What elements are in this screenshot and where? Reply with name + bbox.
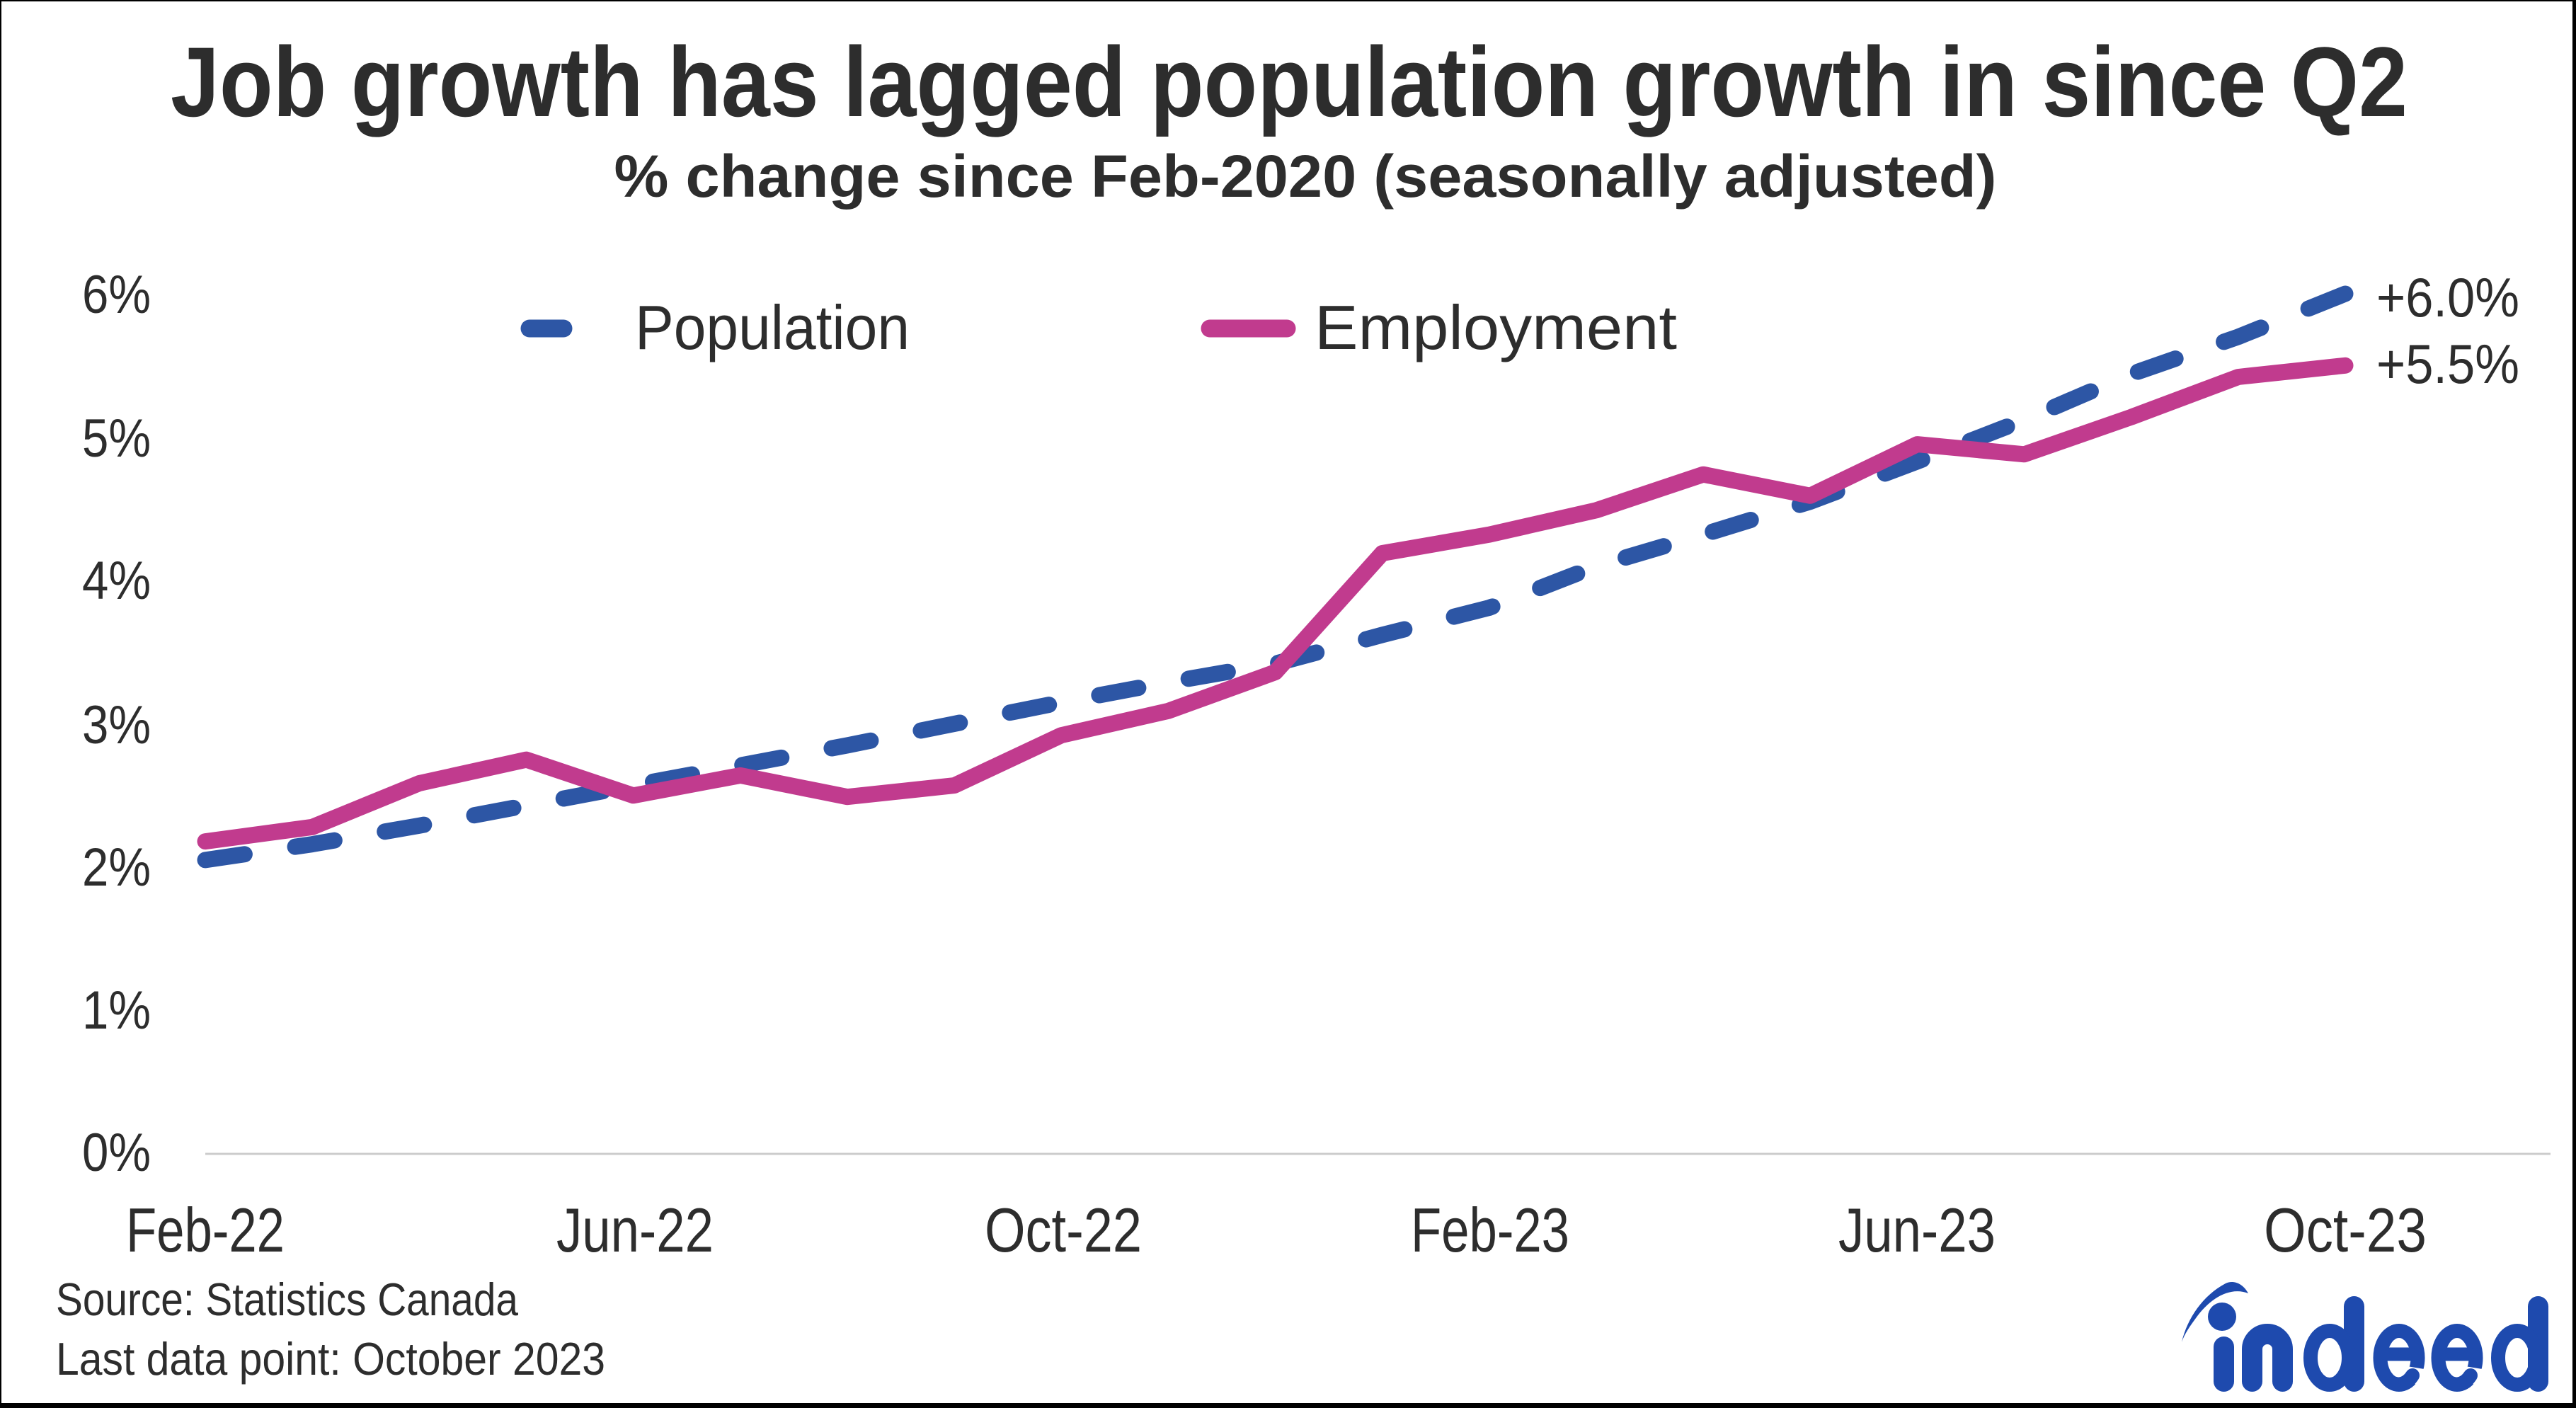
svg-text:5%: 5% (82, 408, 151, 469)
svg-text:3%: 3% (82, 695, 151, 755)
svg-text:2%: 2% (82, 837, 151, 898)
svg-text:Feb-23: Feb-23 (1411, 1195, 1569, 1265)
svg-text:Jun-22: Jun-22 (556, 1195, 714, 1265)
svg-text:% change since Feb-2020 (seaso: % change since Feb-2020 (seasonally adju… (614, 143, 1997, 210)
svg-text:4%: 4% (82, 551, 151, 611)
svg-text:+6.0%: +6.0% (2376, 266, 2519, 328)
svg-text:Feb-22: Feb-22 (126, 1195, 285, 1265)
svg-text:Job growth has lagged populati: Job growth has lagged population growth … (171, 26, 2408, 137)
svg-text:Oct-22: Oct-22 (985, 1195, 1142, 1265)
svg-text:Last data point: October 2023: Last data point: October 2023 (56, 1333, 605, 1385)
svg-text:Source: Statistics Canada: Source: Statistics Canada (56, 1274, 519, 1325)
svg-text:6%: 6% (82, 265, 151, 325)
svg-text:Jun-23: Jun-23 (1838, 1195, 1996, 1265)
svg-text:0%: 0% (82, 1123, 151, 1183)
svg-text:Employment: Employment (1315, 292, 1677, 362)
svg-text:Oct-23: Oct-23 (2264, 1195, 2427, 1265)
svg-text:+5.5%: +5.5% (2376, 333, 2519, 395)
svg-text:Population: Population (635, 292, 910, 362)
svg-text:1%: 1% (82, 980, 151, 1041)
